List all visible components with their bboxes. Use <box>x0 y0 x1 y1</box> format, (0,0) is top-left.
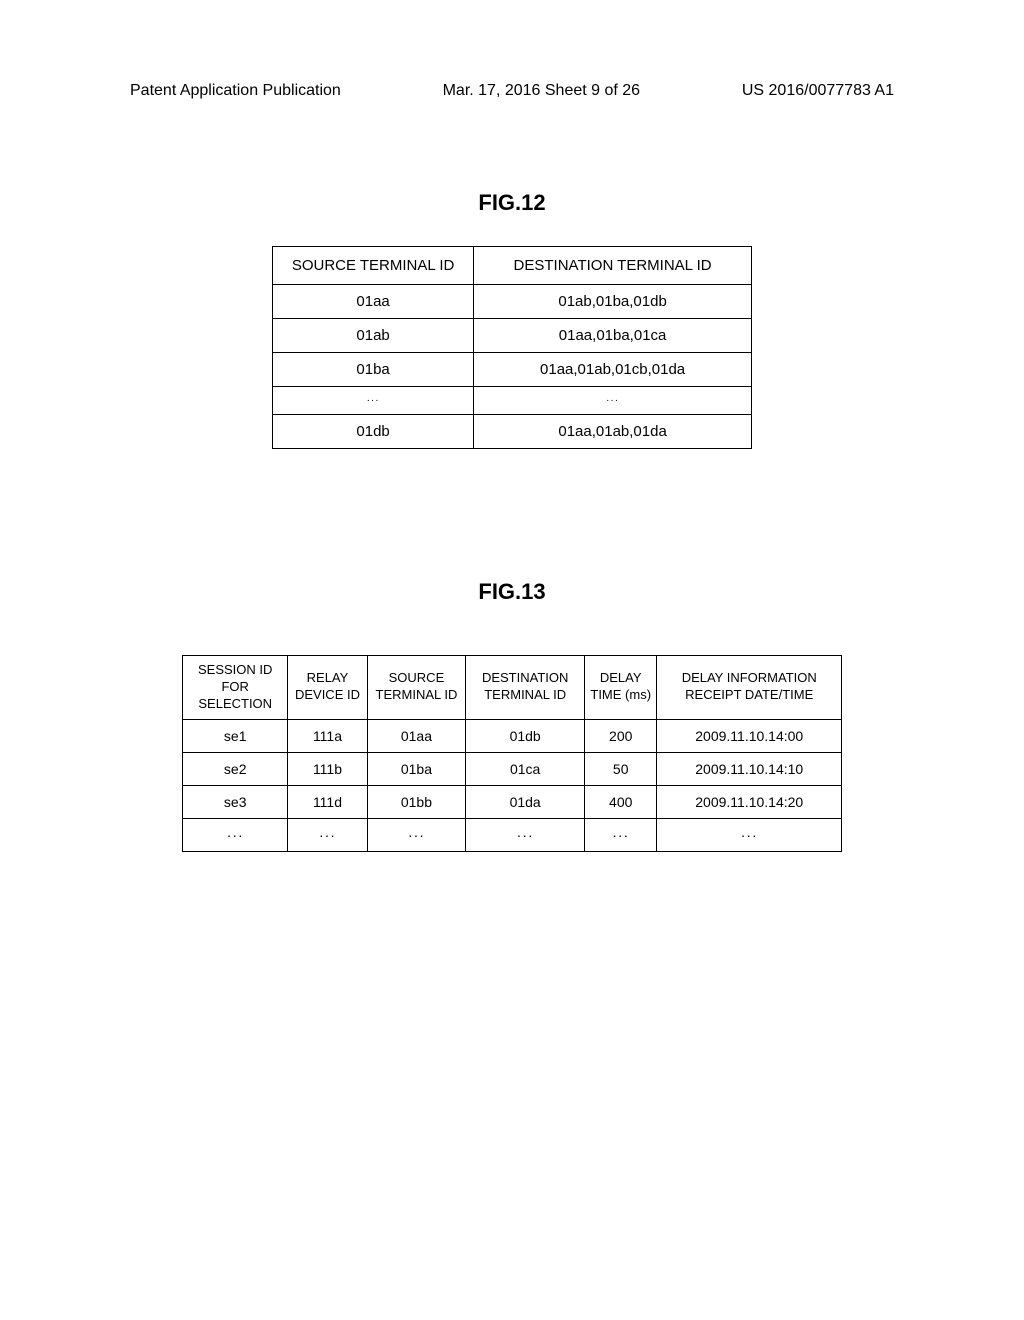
table-header-row: SESSION ID FOR SELECTION RELAY DEVICE ID… <box>183 656 842 720</box>
table-row: 01ab 01aa,01ba,01ca <box>273 319 752 353</box>
cell: 01ab <box>273 319 474 353</box>
col-header: RELAY DEVICE ID <box>288 656 367 720</box>
col-header: DESTINATION TERMINAL ID <box>466 656 585 720</box>
table-row: 01db 01aa,01ab,01da <box>273 415 752 449</box>
col-header: SOURCE TERMINAL ID <box>273 247 474 285</box>
page-header: Patent Application Publication Mar. 17, … <box>0 0 1024 100</box>
cell: 111b <box>288 752 367 785</box>
table-row: 01aa 01ab,01ba,01db <box>273 285 752 319</box>
fig13-table: SESSION ID FOR SELECTION RELAY DEVICE ID… <box>182 655 842 852</box>
table-row: ··· ··· ··· ··· ··· ··· <box>183 818 842 851</box>
cell: 01aa,01ab,01cb,01da <box>474 353 752 387</box>
fig13-table-container: SESSION ID FOR SELECTION RELAY DEVICE ID… <box>0 655 1024 852</box>
cell: 400 <box>584 785 656 818</box>
col-header: SESSION ID FOR SELECTION <box>183 656 288 720</box>
fig12-title: FIG.12 <box>0 190 1024 216</box>
cell-ellipsis: ··· <box>367 818 466 851</box>
cell-ellipsis: ··· <box>183 818 288 851</box>
cell-ellipsis: ··· <box>273 387 474 415</box>
col-header: SOURCE TERMINAL ID <box>367 656 466 720</box>
cell: se2 <box>183 752 288 785</box>
cell: 01aa <box>367 719 466 752</box>
table-row: se3 111d 01bb 01da 400 2009.11.10.14:20 <box>183 785 842 818</box>
cell: 2009.11.10.14:00 <box>657 719 842 752</box>
cell: 01da <box>466 785 585 818</box>
cell-ellipsis: ··· <box>657 818 842 851</box>
cell: 200 <box>584 719 656 752</box>
cell: 01bb <box>367 785 466 818</box>
cell: 01aa,01ab,01da <box>474 415 752 449</box>
table-row: ··· ··· <box>273 387 752 415</box>
cell: 01ab,01ba,01db <box>474 285 752 319</box>
cell-ellipsis: ··· <box>584 818 656 851</box>
col-header: DELAY INFORMATION RECEIPT DATE/TIME <box>657 656 842 720</box>
fig12-table: SOURCE TERMINAL ID DESTINATION TERMINAL … <box>272 246 752 449</box>
col-header: DELAY TIME (ms) <box>584 656 656 720</box>
cell: 2009.11.10.14:20 <box>657 785 842 818</box>
cell: 01aa <box>273 285 474 319</box>
fig12-table-container: SOURCE TERMINAL ID DESTINATION TERMINAL … <box>0 246 1024 449</box>
table-header-row: SOURCE TERMINAL ID DESTINATION TERMINAL … <box>273 247 752 285</box>
cell: 111a <box>288 719 367 752</box>
col-header: DESTINATION TERMINAL ID <box>474 247 752 285</box>
cell: 01ba <box>367 752 466 785</box>
cell: 01ba <box>273 353 474 387</box>
header-right: US 2016/0077783 A1 <box>742 82 894 100</box>
cell: 50 <box>584 752 656 785</box>
cell: se3 <box>183 785 288 818</box>
cell: 01db <box>273 415 474 449</box>
table-row: se2 111b 01ba 01ca 50 2009.11.10.14:10 <box>183 752 842 785</box>
cell-ellipsis: ··· <box>466 818 585 851</box>
table-row: 01ba 01aa,01ab,01cb,01da <box>273 353 752 387</box>
cell: 2009.11.10.14:10 <box>657 752 842 785</box>
cell: 01aa,01ba,01ca <box>474 319 752 353</box>
cell-ellipsis: ··· <box>474 387 752 415</box>
header-left: Patent Application Publication <box>130 82 341 100</box>
table-row: se1 111a 01aa 01db 200 2009.11.10.14:00 <box>183 719 842 752</box>
cell: se1 <box>183 719 288 752</box>
fig13-title: FIG.13 <box>0 579 1024 605</box>
cell-ellipsis: ··· <box>288 818 367 851</box>
cell: 01db <box>466 719 585 752</box>
cell: 01ca <box>466 752 585 785</box>
cell: 111d <box>288 785 367 818</box>
header-center: Mar. 17, 2016 Sheet 9 of 26 <box>443 82 640 100</box>
